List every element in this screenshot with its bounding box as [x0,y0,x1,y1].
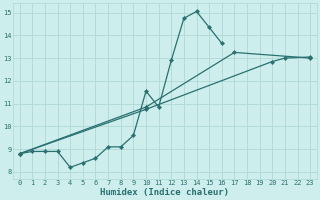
X-axis label: Humidex (Indice chaleur): Humidex (Indice chaleur) [100,188,229,197]
